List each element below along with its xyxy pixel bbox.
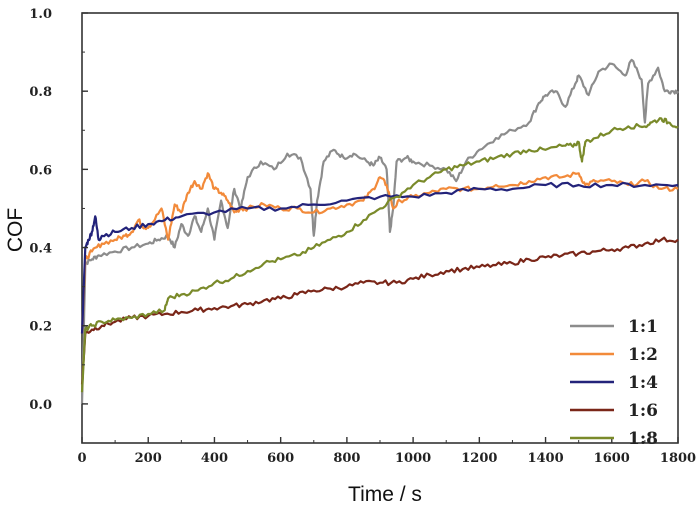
x-tick-label: 1600 xyxy=(594,451,630,466)
y-tick-label: 0.2 xyxy=(29,320,52,335)
series-line-1-6 xyxy=(80,236,679,385)
legend: 1:1 1:2 1:4 1:6 1:8 xyxy=(570,317,658,449)
series-line-1-4 xyxy=(80,181,679,334)
legend-label: 1:6 xyxy=(628,401,658,421)
legend-label: 1:2 xyxy=(628,345,658,365)
plot-frame xyxy=(81,12,679,444)
x-tick-label: 1800 xyxy=(660,451,696,466)
y-tick-label: 0.4 xyxy=(29,242,52,257)
x-axis-label: Time / s xyxy=(348,483,422,506)
y-tick-label: 0.6 xyxy=(29,163,52,178)
y-tick-label: 0.8 xyxy=(29,85,52,100)
legend-label: 1:8 xyxy=(628,429,658,449)
legend-label: 1:1 xyxy=(628,317,658,337)
series-layer xyxy=(80,58,679,404)
series-line-1-1 xyxy=(80,58,679,404)
legend-label: 1:4 xyxy=(628,373,658,393)
x-tick-label: 0 xyxy=(77,451,86,466)
series-line-1-8 xyxy=(80,117,679,393)
x-tick-label: 1200 xyxy=(461,451,497,466)
y-tick-label: 1.0 xyxy=(29,7,52,22)
x-tick-label: 800 xyxy=(333,451,360,466)
x-tick-label: 200 xyxy=(135,451,162,466)
y-axis-label: COF xyxy=(4,208,27,252)
series-line-1-2 xyxy=(80,171,679,334)
tick-layer: 0 200 400 600 800 1000 1200 1400 1600 1800 0.0 0.2 0… xyxy=(29,7,696,466)
x-tick-label: 400 xyxy=(201,451,228,466)
y-tick-label: 0.0 xyxy=(29,398,52,413)
x-tick-label: 1400 xyxy=(527,451,563,466)
x-tick-label: 600 xyxy=(267,451,294,466)
x-tick-label: 1000 xyxy=(395,451,431,466)
